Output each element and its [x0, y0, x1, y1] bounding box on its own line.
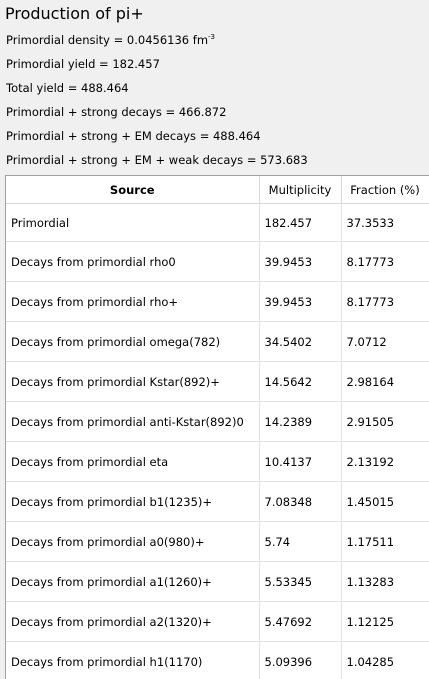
cell-multiplicity: 14.2389 [259, 401, 342, 442]
cell-source: Decays from primordial rho+ [6, 281, 260, 322]
total-yield: Total yield = 488.464 [6, 81, 129, 95]
cell-source: Decays from primordial h1(1170) [6, 641, 260, 679]
strong-em-weak-decays-yield: Primordial + strong + EM + weak decays =… [6, 153, 308, 167]
cell-source: Decays from primordial rho0 [6, 241, 260, 282]
cell-fraction: 1.13283 [341, 561, 429, 602]
table-row[interactable]: Decays from primordial Kstar(892)+ 14.564… [6, 361, 429, 402]
table-row[interactable]: Decays from primordial a1(1260)+ 5.53345 1… [6, 561, 429, 602]
table-row[interactable]: Decays from primordial omega(782) 34.5402… [6, 321, 429, 362]
cell-multiplicity: 39.9453 [259, 281, 342, 322]
cell-source: Decays from primordial b1(1235)+ [6, 481, 260, 522]
cell-multiplicity: 39.9453 [259, 241, 342, 282]
cell-multiplicity: 182.457 [259, 203, 342, 242]
table-header-row: Source Multiplicity Fraction (%) [6, 176, 429, 204]
sources-table: Source Multiplicity Fraction (%) Primord… [6, 176, 429, 679]
cell-multiplicity: 34.5402 [259, 321, 342, 362]
cell-source: Decays from primordial a1(1260)+ [6, 561, 260, 602]
cell-source: Decays from primordial Kstar(892)+ [6, 361, 260, 402]
table-row[interactable]: Decays from primordial eta 10.4137 2.13192 [6, 441, 429, 482]
primordial-yield: Primordial yield = 182.457 [6, 57, 160, 71]
cell-source: Decays from primordial omega(782) [6, 321, 260, 362]
cell-fraction: 2.13192 [341, 441, 429, 482]
cell-fraction: 8.17773 [341, 241, 429, 282]
cell-multiplicity: 5.09396 [259, 641, 342, 679]
cell-multiplicity: 7.08348 [259, 481, 342, 522]
strong-em-decays-yield: Primordial + strong + EM decays = 488.46… [6, 129, 261, 143]
cell-fraction: 7.0712 [341, 321, 429, 362]
cell-fraction: 1.04285 [341, 641, 429, 679]
table-row[interactable]: Decays from primordial b1(1235)+ 7.08348 1… [6, 481, 429, 522]
cell-multiplicity: 14.5642 [259, 361, 342, 402]
strong-decays-yield: Primordial + strong decays = 466.872 [6, 105, 227, 119]
table-row[interactable]: Primordial 182.457 37.3533 [6, 203, 429, 242]
density-exponent: -3 [208, 33, 216, 42]
cell-fraction: 2.91505 [341, 401, 429, 442]
cell-source: Decays from primordial a2(1320)+ [6, 601, 260, 642]
cell-multiplicity: 5.47692 [259, 601, 342, 642]
table-row[interactable]: Decays from primordial a0(980)+ 5.74 1.175… [6, 521, 429, 562]
table-row[interactable]: Decays from primordial a2(1320)+ 5.47692 1… [6, 601, 429, 642]
cell-fraction: 1.12125 [341, 601, 429, 642]
cell-fraction: 1.45015 [341, 481, 429, 522]
sources-table-container[interactable]: Source Multiplicity Fraction (%) Primord… [5, 175, 429, 679]
cell-multiplicity: 10.4137 [259, 441, 342, 482]
primordial-density-text: Primordial density = 0.0456136 fm [6, 33, 209, 47]
table-row[interactable]: Decays from primordial anti-Kstar(892)0 1… [6, 401, 429, 442]
cell-multiplicity: 5.53345 [259, 561, 342, 602]
table-row[interactable]: Decays from primordial h1(1170) 5.09396 1.… [6, 641, 429, 679]
page-title: Production of pi+ [5, 4, 144, 23]
cell-source: Primordial [6, 203, 260, 242]
cell-fraction: 37.3533 [341, 203, 429, 242]
cell-fraction: 8.17773 [341, 281, 429, 322]
column-header-fraction[interactable]: Fraction (%) [341, 176, 429, 204]
cell-source: Decays from primordial eta [6, 441, 260, 482]
cell-multiplicity: 5.74 [259, 521, 342, 562]
cell-fraction: 2.98164 [341, 361, 429, 402]
table-row[interactable]: Decays from primordial rho+ 39.9453 8.1777… [6, 281, 429, 322]
cell-source: Decays from primordial a0(980)+ [6, 521, 260, 562]
primordial-density: Primordial density = 0.0456136 fm-3 [6, 32, 215, 48]
cell-fraction: 1.17511 [341, 521, 429, 562]
cell-source: Decays from primordial anti-Kstar(892)0 [6, 401, 260, 442]
table-row[interactable]: Decays from primordial rho0 39.9453 8.1777… [6, 241, 429, 282]
table-body: Primordial 182.457 37.3533 Decays from prim… [6, 203, 429, 679]
column-header-multiplicity[interactable]: Multiplicity [259, 176, 342, 204]
column-header-source[interactable]: Source [6, 176, 260, 204]
